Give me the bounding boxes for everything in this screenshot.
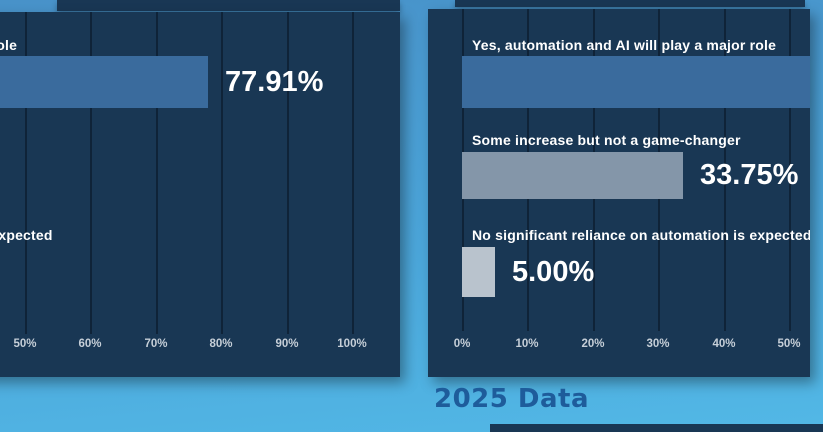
gridline [90,12,92,334]
x-tick-label: 100% [337,338,367,350]
value-label: 5.00% [512,255,595,288]
gridline [221,12,223,334]
category-label-yes-major-role: Yes, automation and AI will play a major… [0,37,18,53]
gridline [352,12,354,334]
x-tick-label: 60% [78,338,102,350]
bar-no-reliance [462,247,495,297]
adjacent-panel-edge-bottom-right [490,424,823,432]
bar-yes-major-role [0,56,208,108]
gridline [789,9,791,331]
x-tick-label: 70% [144,338,168,350]
gridline [724,9,726,331]
gridline [25,12,27,334]
category-label-some-increase: Some increase but not a game-changer [472,132,741,148]
adjacent-panel-edge-top-left [57,0,400,11]
x-tick-label: 50% [13,338,37,350]
bar-row: 77.91% [0,56,400,108]
value-label: 33.75% [700,159,799,191]
chart-caption-2025-data: 2025 Data [434,384,590,414]
category-label-no-reliance: No significant reliance on automation is… [472,227,810,243]
bar-row [462,56,810,108]
gridline [287,12,289,334]
x-tick-label: 30% [646,338,670,350]
x-tick-label: 10% [515,338,539,350]
x-tick-label: 50% [777,338,801,350]
x-tick-label: 80% [209,338,233,350]
value-label: 77.91% [225,65,324,98]
x-tick-label: 20% [581,338,605,350]
x-tick-label: 90% [275,338,299,350]
category-label-no-reliance: No significant reliance on automation is… [0,227,53,243]
bar-row: 33.75% [462,152,810,199]
bar-some-increase [462,152,683,199]
bar-yes-major-role [462,56,810,108]
category-label-yes-major-role: Yes, automation and AI will play a major… [472,37,777,53]
gridline [156,12,158,334]
bar-row: 5.00% [462,247,810,297]
adjacent-panel-edge-top-right [455,0,805,7]
x-tick-label: 0% [453,338,471,350]
x-tick-label: 40% [712,338,736,350]
left-chart-panel: Yes, automation and AI will play a major… [0,12,400,377]
right-chart-panel: Yes, automation and AI will play a major… [428,9,810,377]
